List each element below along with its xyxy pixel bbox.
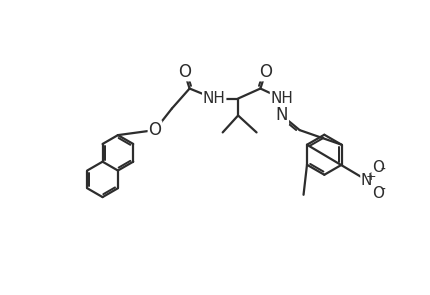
Text: -: - [381,163,385,177]
Text: O: O [148,121,161,139]
Text: N: N [361,173,372,188]
Text: +: + [365,170,376,183]
Text: NH: NH [203,91,226,106]
Text: O: O [372,160,384,175]
Text: -: - [381,183,385,197]
Text: O: O [259,63,272,81]
Text: O: O [372,186,384,201]
Text: N: N [276,106,288,124]
Text: O: O [178,63,190,81]
Text: NH: NH [270,91,293,106]
